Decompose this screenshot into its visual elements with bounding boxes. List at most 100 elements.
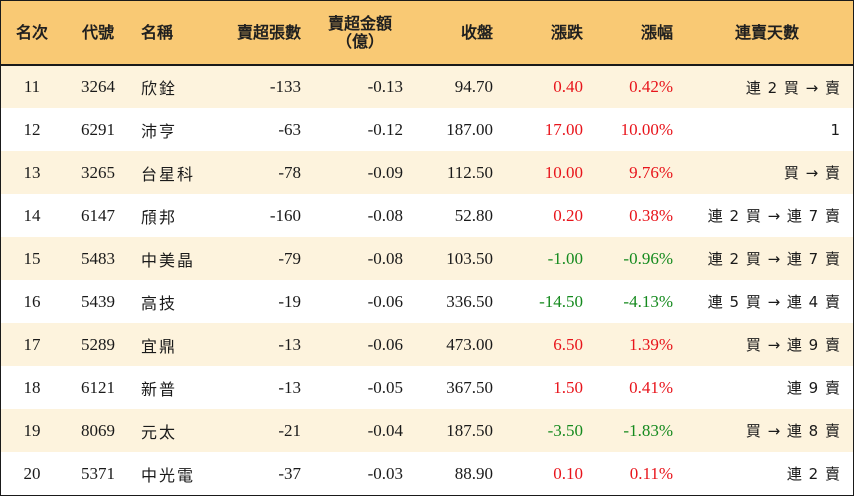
change-pct-cell: -0.96% <box>623 248 673 268</box>
sell-lots-cell: -37 <box>278 463 301 483</box>
sell-lots-cell: -78 <box>278 162 301 182</box>
sell-amount-cell: -0.12 <box>367 119 403 139</box>
change-pct-cell: 0.38% <box>629 205 673 225</box>
sell-amount-cell: -0.06 <box>367 291 403 311</box>
header-change: 漲跌 <box>501 1 591 66</box>
streak-cell: 買 → 連 9 賣 <box>745 336 841 354</box>
rank-cell: 15 <box>23 248 41 268</box>
sell-lots-cell: -63 <box>278 119 301 139</box>
streak-cell: 連 2 買 → 連 7 賣 <box>707 207 841 225</box>
name-cell: 宜鼎 <box>141 336 178 356</box>
table-row: 18 6121 新普 -13 -0.05 367.50 1.50 0.41% 連 9 賣 <box>1 366 853 409</box>
sell-lots-cell: -13 <box>278 334 301 354</box>
code-cell: 8069 <box>81 420 115 440</box>
sell-lots-cell: -160 <box>269 205 301 225</box>
name-cell: 新普 <box>141 379 178 399</box>
close-cell: 94.70 <box>454 77 493 96</box>
name-cell: 頎邦 <box>141 207 178 227</box>
code-cell: 6147 <box>81 205 115 225</box>
change-pct-cell: 0.41% <box>629 377 673 397</box>
table-row: 17 5289 宜鼎 -13 -0.06 473.00 6.50 1.39% 買 → 連 9 賣 <box>1 323 853 366</box>
code-cell: 5483 <box>81 248 115 268</box>
change-pct-cell: 1.39% <box>629 334 673 354</box>
sell-lots-cell: -133 <box>269 77 301 96</box>
rank-cell: 20 <box>23 463 41 483</box>
close-cell: 336.50 <box>446 291 493 311</box>
sell-amount-cell: -0.08 <box>367 205 403 225</box>
table-row: 20 5371 中光電 -37 -0.03 88.90 0.10 0.11% 連 2 賣 <box>1 452 853 495</box>
change-cell: 0.10 <box>553 463 583 483</box>
header-sell-amount: 賣超金額 （億） <box>309 1 411 66</box>
streak-cell: 連 2 買 → 連 7 賣 <box>707 250 841 268</box>
close-cell: 367.50 <box>446 377 493 397</box>
code-cell: 3264 <box>81 77 115 96</box>
header-sell-lots: 賣超張數 <box>213 1 309 66</box>
rank-cell: 11 <box>23 77 41 96</box>
name-cell: 欣銓 <box>141 79 178 98</box>
rank-cell: 17 <box>23 334 41 354</box>
streak-cell: 買 → 連 8 賣 <box>745 422 841 440</box>
sell-lots-cell: -13 <box>278 377 301 397</box>
sell-amount-cell: -0.06 <box>367 334 403 354</box>
streak-cell: 連 2 賣 <box>786 465 841 483</box>
change-cell: -1.00 <box>547 248 583 268</box>
table-row: 11 3264 欣銓 -133 -0.13 94.70 0.40 0.42% 連 2 買 → 賣 <box>1 65 853 108</box>
sell-amount-cell: -0.05 <box>367 377 403 397</box>
change-pct-cell: 0.42% <box>629 77 673 96</box>
streak-cell: 連 2 買 → 賣 <box>745 78 841 97</box>
streak-cell: 連 9 賣 <box>786 379 841 397</box>
sell-amount-cell: -0.04 <box>367 420 403 440</box>
streak-cell: 買 → 賣 <box>783 164 841 182</box>
table-row: 16 5439 高技 -19 -0.06 336.50 -14.50 -4.13% 連 5 買 … <box>1 280 853 323</box>
sell-amount-cell: -0.03 <box>367 463 403 483</box>
change-pct-cell: 0.11% <box>629 463 673 483</box>
change-cell: -14.50 <box>539 291 583 311</box>
sell-lots-cell: -21 <box>278 420 301 440</box>
streak-cell: 連 5 買 → 連 4 賣 <box>707 293 841 311</box>
close-cell: 187.00 <box>446 119 493 139</box>
code-cell: 3265 <box>81 162 115 182</box>
name-cell: 台星科 <box>141 164 196 184</box>
close-cell: 52.80 <box>454 205 493 225</box>
rank-cell: 13 <box>23 162 41 182</box>
name-cell: 中光電 <box>141 465 196 485</box>
sell-lots-cell: -79 <box>278 248 301 268</box>
table-row: 14 6147 頎邦 -160 -0.08 52.80 0.20 0.38% 連 2 買 → 連… <box>1 194 853 237</box>
header-name: 名稱 <box>133 1 213 66</box>
header-close: 收盤 <box>411 1 501 66</box>
sell-amount-cell: -0.13 <box>367 77 403 96</box>
change-cell: 1.50 <box>553 377 583 397</box>
close-cell: 112.50 <box>446 162 493 182</box>
code-cell: 5439 <box>81 291 115 311</box>
code-cell: 5371 <box>81 463 115 483</box>
change-cell: 6.50 <box>553 334 583 354</box>
rank-cell: 16 <box>23 291 41 311</box>
change-cell: 17.00 <box>544 119 583 139</box>
change-cell: 0.40 <box>553 77 583 96</box>
code-cell: 5289 <box>81 334 115 354</box>
close-cell: 88.90 <box>454 463 493 483</box>
change-cell: 0.20 <box>553 205 583 225</box>
change-cell: -3.50 <box>547 420 583 440</box>
header-row: 名次 代號 名稱 賣超張數 賣超金額 （億） 收盤 漲跌 漲幅 連賣天數 <box>1 1 853 66</box>
change-pct-cell: 9.76% <box>629 162 673 182</box>
table-row: 19 8069 元太 -21 -0.04 187.50 -3.50 -1.83% 買 → 連 8… <box>1 409 853 452</box>
change-cell: 10.00 <box>544 162 583 182</box>
rank-cell: 18 <box>23 377 41 397</box>
name-cell: 高技 <box>141 293 178 313</box>
close-cell: 187.50 <box>446 420 493 440</box>
table-row: 13 3265 台星科 -78 -0.09 112.50 10.00 9.76% 買 → 賣 <box>1 151 853 194</box>
sell-amount-cell: -0.09 <box>367 162 403 182</box>
streak-cell: 1 <box>830 120 841 139</box>
sell-lots-cell: -19 <box>278 291 301 311</box>
name-cell: 沛亨 <box>141 121 178 141</box>
change-pct-cell: -1.83% <box>623 420 673 440</box>
header-sell-amount-line2: （億） <box>335 31 384 51</box>
header-streak: 連賣天數 <box>681 1 853 66</box>
name-cell: 元太 <box>141 422 178 442</box>
name-cell: 中美晶 <box>141 250 196 270</box>
table-row: 12 6291 沛亨 -63 -0.12 187.00 17.00 10.00% 1 <box>1 108 853 151</box>
header-sell-amount-line1: 賣超金額 <box>327 13 392 33</box>
